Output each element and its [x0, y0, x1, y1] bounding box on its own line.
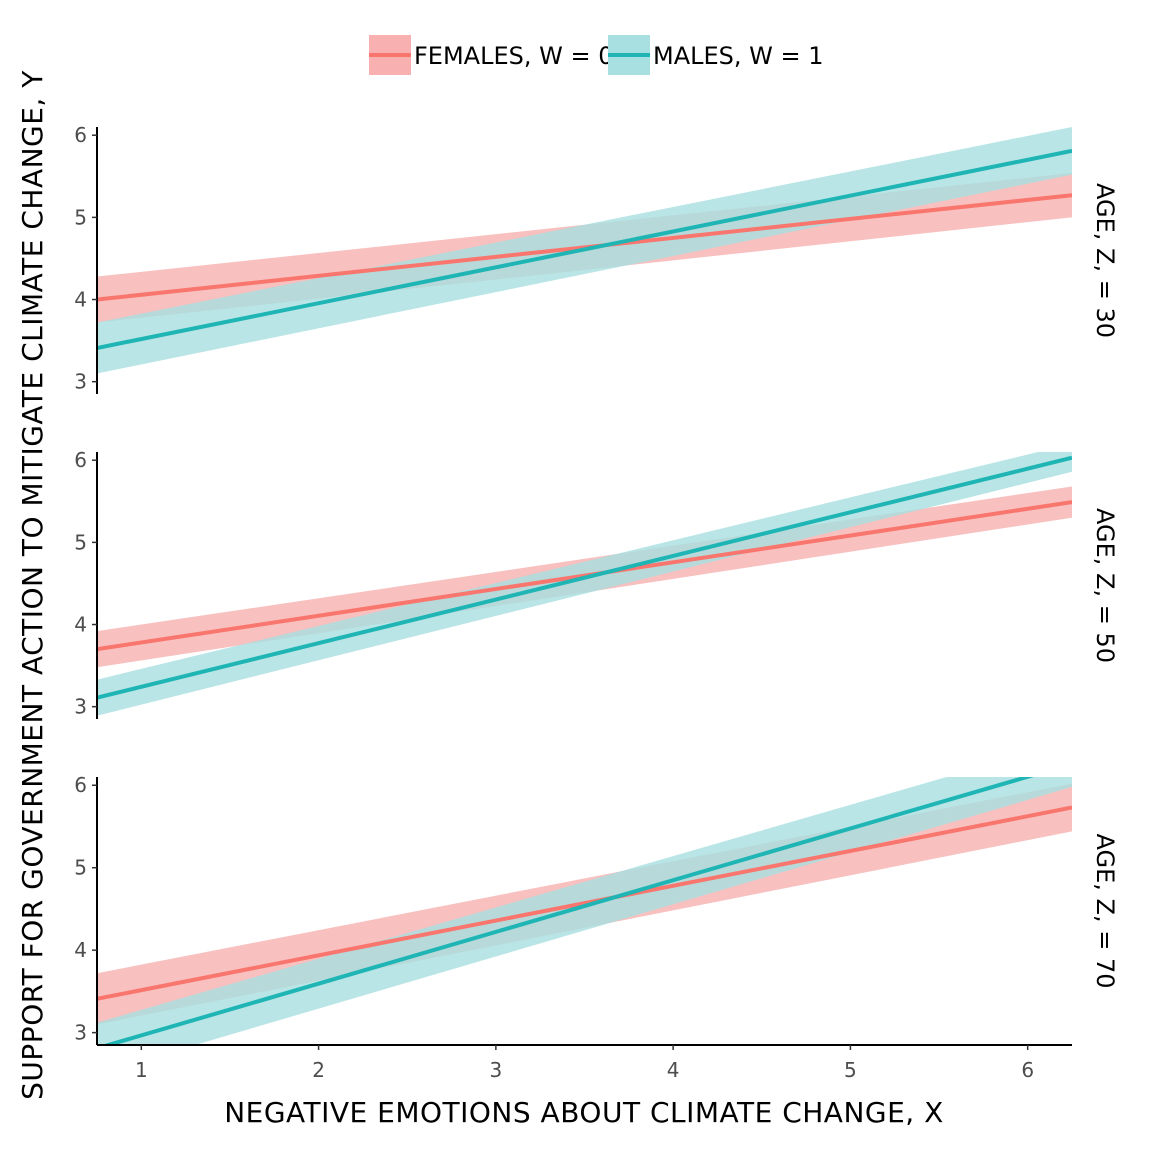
legend-item-females[interactable]: Females, W = 0	[369, 35, 614, 75]
x-tick-label: 3	[489, 1058, 502, 1082]
strip-label: Age, Z, = 50	[1091, 508, 1119, 663]
x-tick-label: 2	[312, 1058, 325, 1082]
y-axis-title: Support for government action to mitigat…	[16, 70, 49, 1100]
panel-age-50: 3 4 5 6 Age, Z, = 50	[74, 448, 1119, 719]
strip-label: Age, Z, = 30	[1091, 183, 1119, 338]
strip-label: Age, Z, = 70	[1091, 834, 1119, 989]
y-tick-label: 6	[74, 448, 87, 472]
y-tick-label: 6	[74, 123, 87, 147]
y-tick-label: 3	[74, 695, 87, 719]
y-tick-label: 4	[74, 613, 87, 637]
panel-marks	[97, 777, 1072, 1045]
y-tick-label: 5	[74, 205, 87, 229]
y-tick-label: 4	[74, 938, 87, 962]
legend-item-males[interactable]: Males, W = 1	[608, 35, 824, 75]
x-tick-label: 4	[667, 1058, 680, 1082]
y-tick-label: 3	[74, 370, 87, 394]
x-tick-label: 5	[844, 1058, 857, 1082]
series-line-males	[97, 148, 1072, 350]
x-tick-label: 1	[135, 1058, 148, 1082]
x-tick-label: 6	[1021, 1058, 1034, 1082]
panel-age-70: 3 4 5 6 Age, Z, = 70	[74, 773, 1119, 1045]
panel-marks	[97, 452, 1072, 716]
legend: Females, W = 0 Males, W = 1	[369, 35, 824, 75]
panel-age-30: 3 4 5 6 Age, Z, = 30	[74, 123, 1119, 394]
series-line-males	[101, 777, 1034, 1045]
y-tick-label: 5	[74, 530, 87, 554]
series-line-females	[97, 805, 1072, 1001]
x-axis-title: Negative emotions about climate change, …	[224, 1096, 944, 1129]
panel-marks	[97, 127, 1072, 374]
series-line-females	[97, 193, 1072, 302]
legend-label-males: Males, W = 1	[653, 42, 824, 70]
y-tick-label: 4	[74, 288, 87, 312]
y-tick-label: 5	[74, 856, 87, 880]
y-tick-label: 6	[74, 773, 87, 797]
series-line-males	[97, 455, 1072, 700]
y-tick-label: 3	[74, 1021, 87, 1045]
legend-label-females: Females, W = 0	[414, 42, 614, 70]
x-axis: 1 2 3 4 5 6	[97, 1044, 1072, 1082]
